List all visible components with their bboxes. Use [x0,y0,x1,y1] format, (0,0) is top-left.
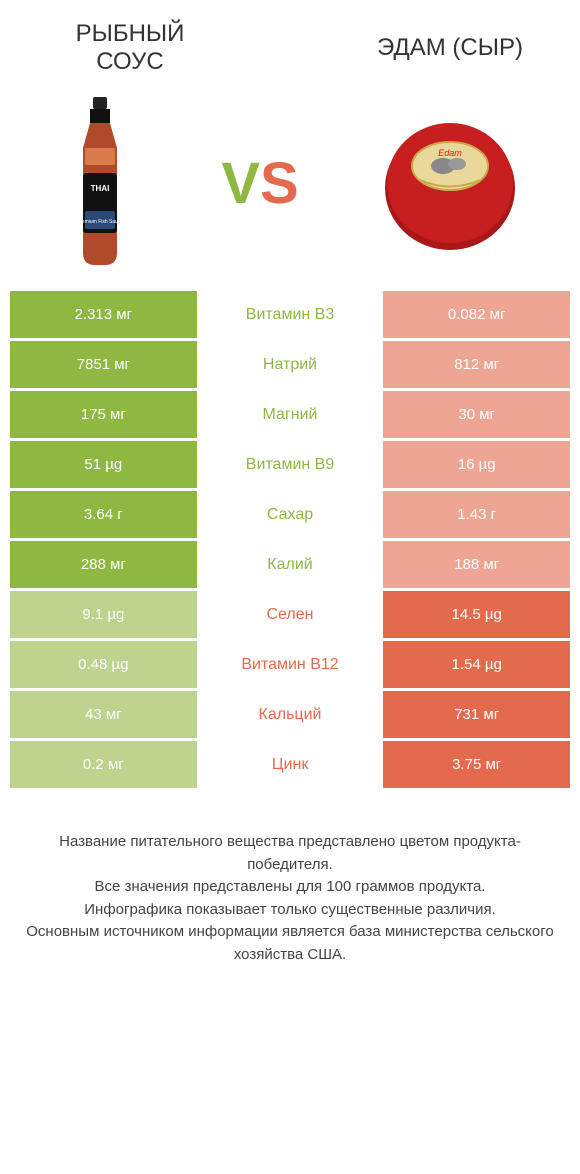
right-title: ЭДАМ (СЫР) [377,34,523,61]
right-value-cell: 16 µg [383,441,570,488]
table-row: 288 мгКалий188 мг [10,541,570,588]
left-value-cell: 3.64 г [10,491,197,538]
nutrient-label: Сахар [197,491,384,538]
footer-line1: Название питательного вещества представл… [18,831,562,876]
svg-text:THAI: THAI [91,184,110,193]
table-row: 43 мгКальций731 мг [10,691,570,738]
table-row: 0.48 µgВитамин B121.54 µg [10,641,570,688]
right-value-cell: 188 мг [383,541,570,588]
nutrient-label: Селен [197,591,384,638]
left-value-cell: 175 мг [10,391,197,438]
right-value-cell: 1.43 г [383,491,570,538]
table-row: 175 мгМагний30 мг [10,391,570,438]
left-value-cell: 0.48 µg [10,641,197,688]
left-value-cell: 288 мг [10,541,197,588]
header: РЫБНЫЙ СОУС ЭДАМ (СЫР) [0,0,580,85]
left-value-cell: 0.2 мг [10,741,197,788]
bottle-icon: THAI Premium Fish Sauce [55,93,145,273]
nutrient-label: Цинк [197,741,384,788]
nutrient-label: Кальций [197,691,384,738]
right-value-cell: 1.54 µg [383,641,570,688]
right-value-cell: 14.5 µg [383,591,570,638]
table-row: 51 µgВитамин B916 µg [10,441,570,488]
table-row: 7851 мгНатрий812 мг [10,341,570,388]
footer-notes: Название питательного вещества представл… [0,791,580,966]
svg-text:Premium Fish Sauce: Premium Fish Sauce [77,219,124,225]
right-value-cell: 812 мг [383,341,570,388]
footer-line3: Инфографика показывает только существенн… [18,899,562,922]
table-row: 2.313 мгВитамин B30.082 мг [10,291,570,338]
table-row: 9.1 µgСелен14.5 µg [10,591,570,638]
left-value-cell: 43 мг [10,691,197,738]
nutrient-label: Калий [197,541,384,588]
left-value-cell: 9.1 µg [10,591,197,638]
cheese-icon: Edam [375,108,525,258]
left-value-cell: 51 µg [10,441,197,488]
right-value-cell: 731 мг [383,691,570,738]
table-row: 0.2 мгЦинк3.75 мг [10,741,570,788]
nutrient-label: Магний [197,391,384,438]
vs-label: VS [221,150,298,217]
right-product-title: ЭДАМ (СЫР) [350,20,550,62]
nutrient-label: Витамин B3 [197,291,384,338]
left-value-cell: 7851 мг [10,341,197,388]
left-value-cell: 2.313 мг [10,291,197,338]
right-value-cell: 30 мг [383,391,570,438]
nutrient-label: Витамин B9 [197,441,384,488]
nutrient-label: Натрий [197,341,384,388]
nutrient-label: Витамин B12 [197,641,384,688]
table-row: 3.64 гСахар1.43 г [10,491,570,538]
svg-text:Edam: Edam [438,148,462,158]
footer-line4: Основным источником информации является … [18,921,562,966]
nutrition-table: 2.313 мгВитамин B30.082 мг7851 мгНатрий8… [10,291,570,788]
left-title-line2: СОУС [96,48,164,75]
left-product-title: РЫБНЫЙ СОУС [30,20,230,75]
right-value-cell: 0.082 мг [383,291,570,338]
right-value-cell: 3.75 мг [383,741,570,788]
product-images-row: THAI Premium Fish Sauce VS Edam [0,85,580,291]
footer-line2: Все значения представлены для 100 граммо… [18,876,562,899]
left-title-line1: РЫБНЫЙ [76,20,185,47]
vs-v: V [221,151,260,216]
vs-s: S [260,151,299,216]
